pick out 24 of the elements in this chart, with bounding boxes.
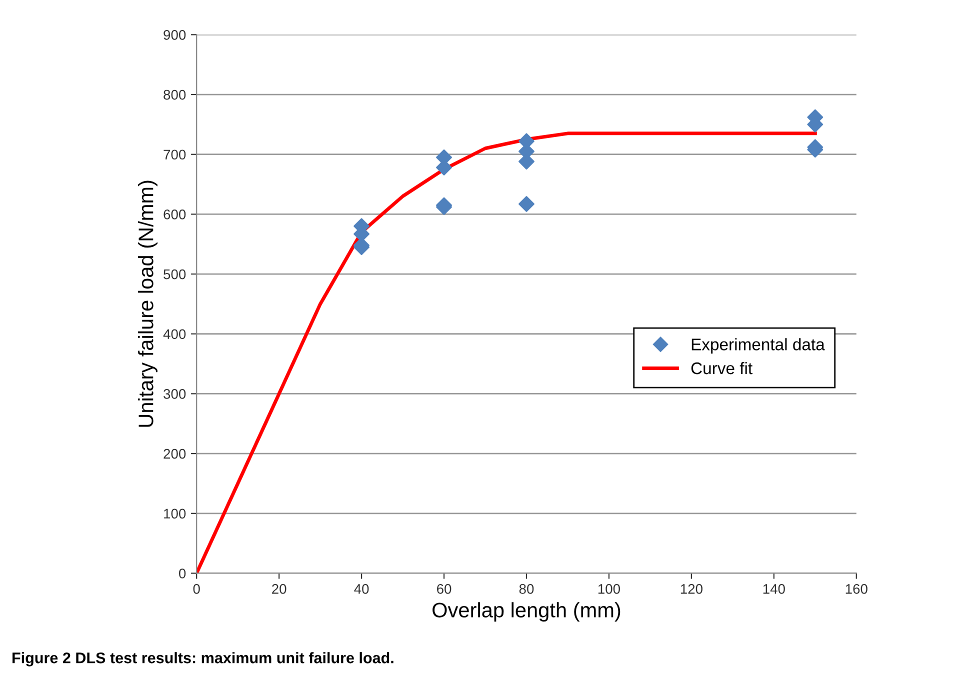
y-tick-label: 300 (164, 389, 186, 399)
legend-label: Experimental data (692, 338, 825, 354)
caption: Figure 2 DLS test results: maximum unit failure load. (12, 652, 394, 666)
y-tick-label: 200 (164, 448, 186, 459)
y-tick-label: 800 (164, 90, 186, 100)
y-tick-label: 600 (164, 210, 186, 220)
x-tick-label: 20 (272, 584, 286, 594)
x-tick-label: 40 (354, 584, 369, 594)
x-tick-label: 100 (598, 584, 620, 594)
legend-label: Curve fit (691, 362, 752, 374)
x-tick-label: 60 (437, 584, 452, 594)
x-tick-label: 80 (519, 584, 534, 594)
y-tick-label: 0 (178, 568, 186, 578)
y-tick-label: 100 (164, 508, 186, 519)
y-tick-label: 900 (164, 30, 186, 40)
y-axis-title: Unitary failure load (N/mm) (138, 180, 158, 427)
y-tick-label: 400 (163, 329, 186, 340)
x-axis-title: Overlap length (mm) (432, 602, 620, 622)
x-tick-label: 140 (763, 584, 785, 594)
x-tick-label: 120 (680, 584, 702, 594)
x-tick-label: 160 (846, 584, 868, 594)
y-tick-label: 700 (164, 150, 186, 160)
y-tick-label: 500 (164, 269, 186, 280)
x-tick-label: 0 (193, 584, 200, 594)
